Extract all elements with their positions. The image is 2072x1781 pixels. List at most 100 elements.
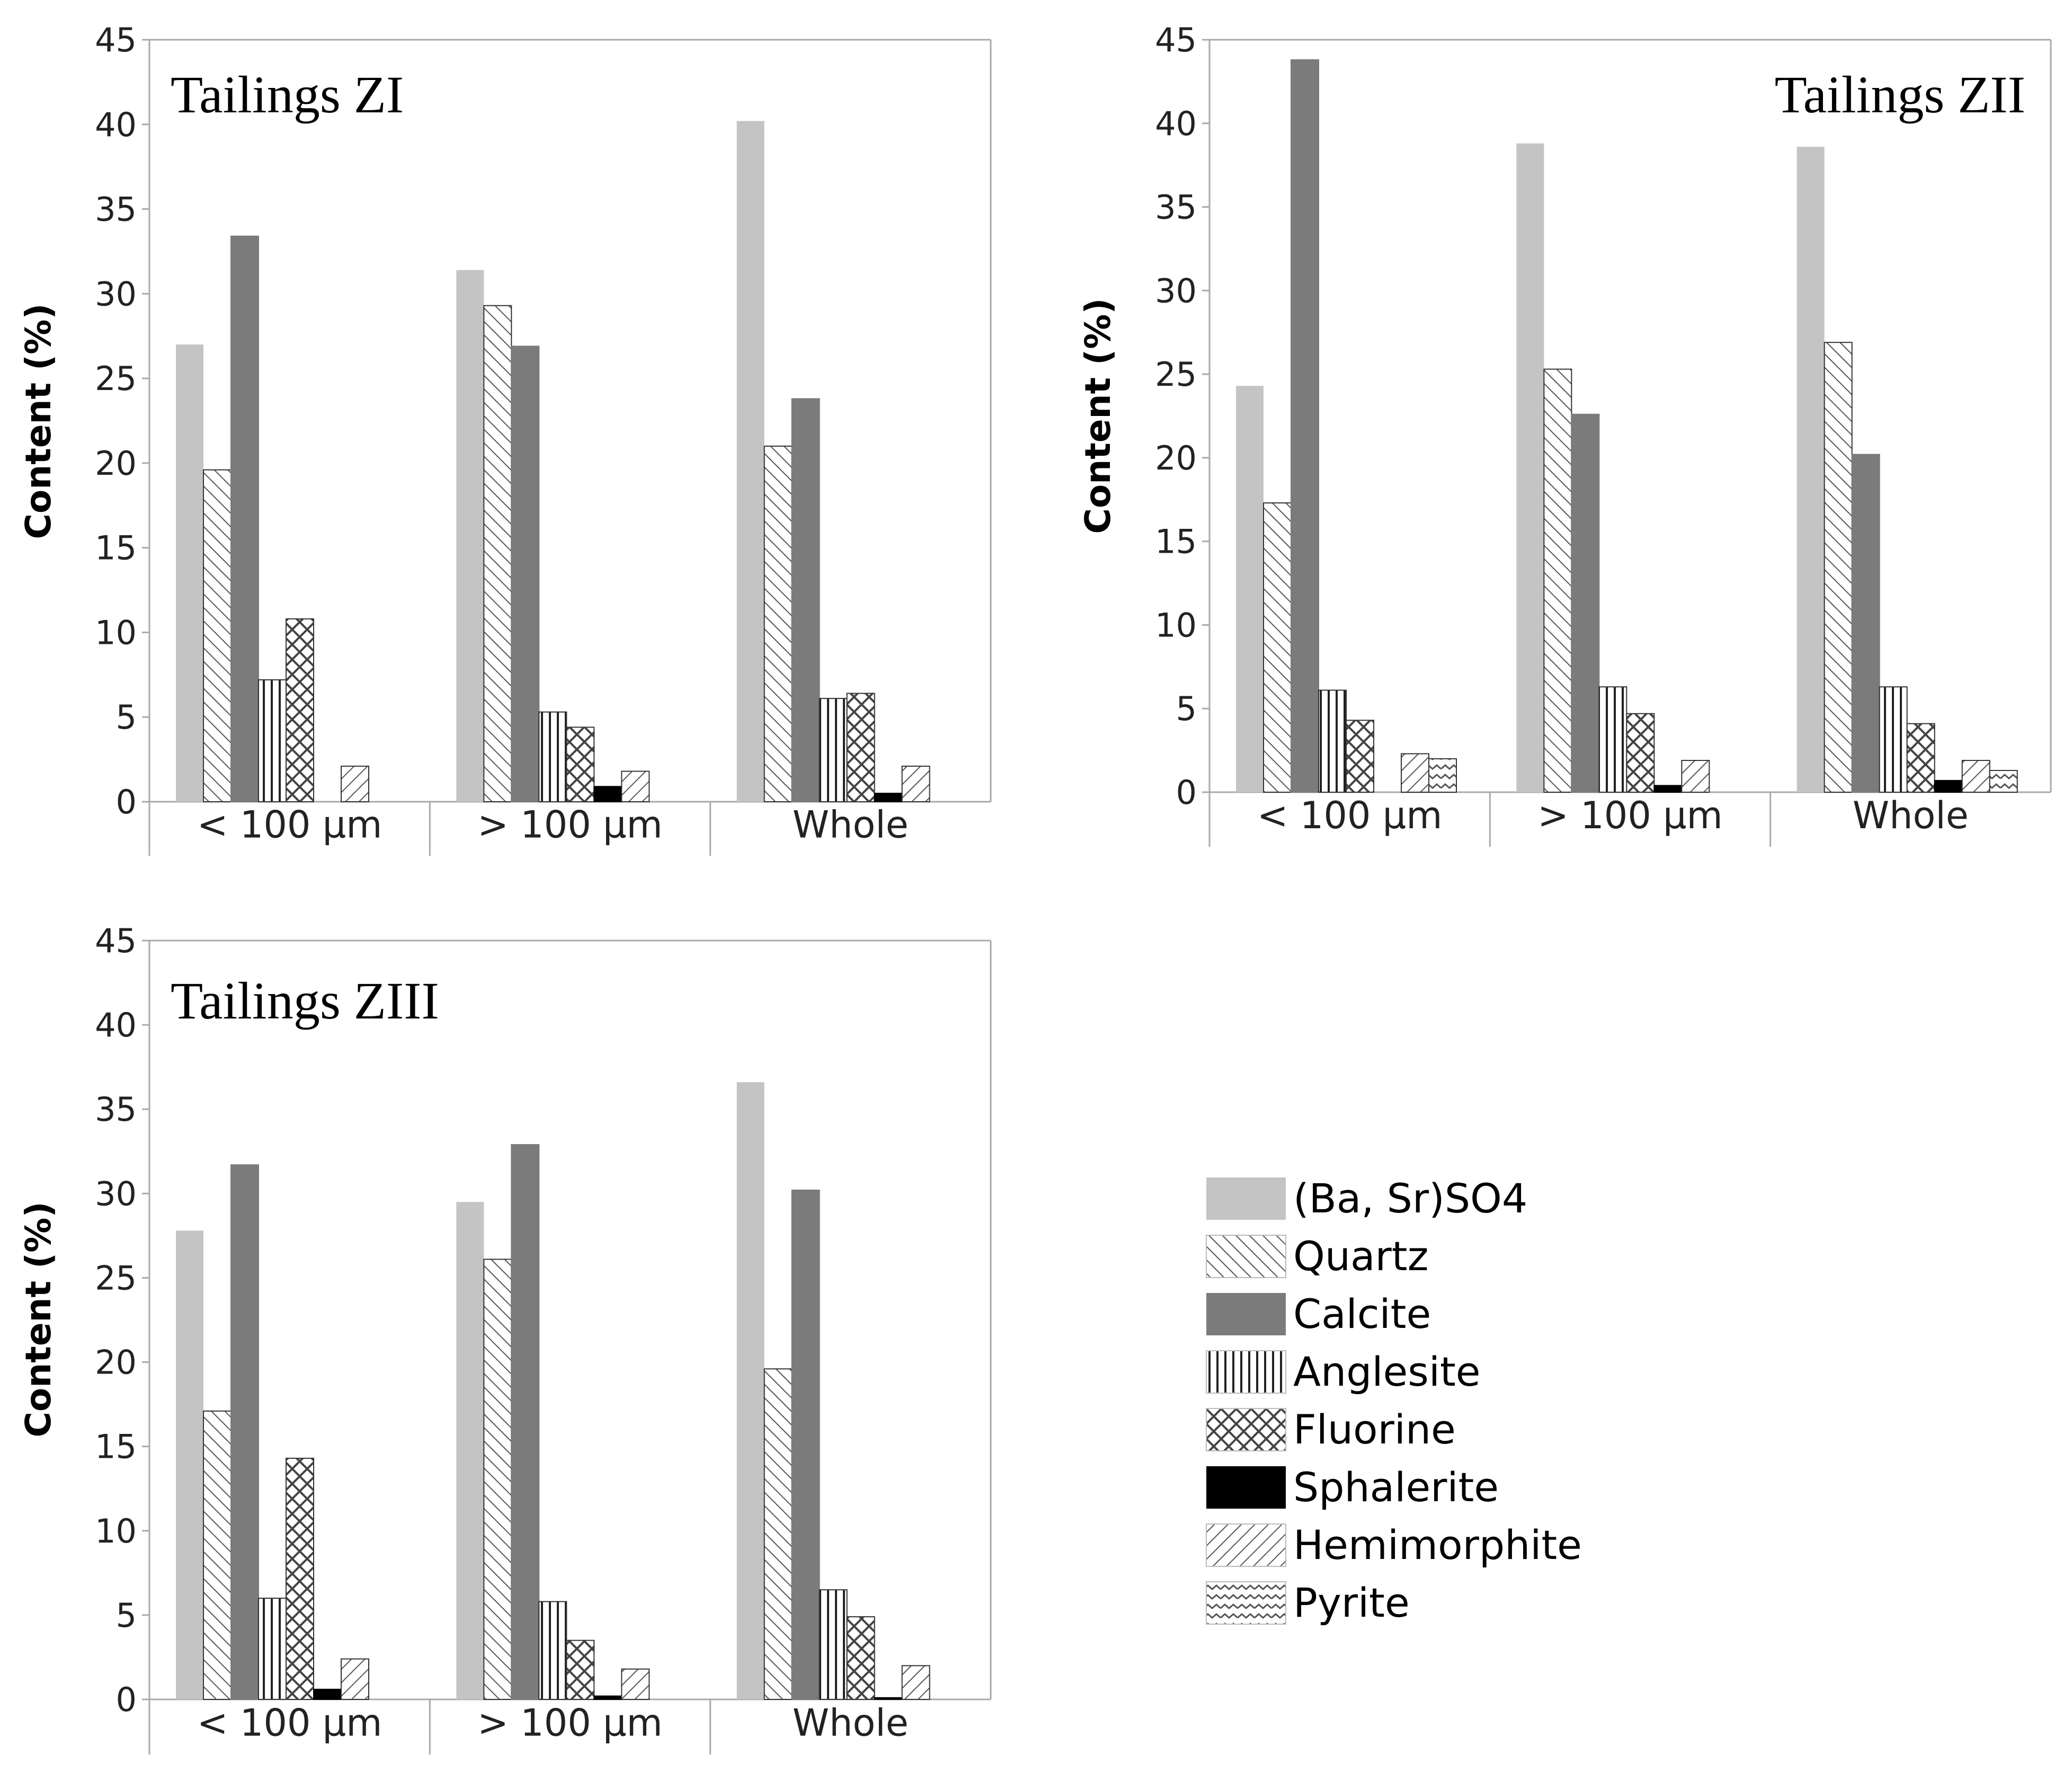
chart-title: Tailings ZII [1775, 65, 2025, 124]
y-tick-label: 30 [95, 274, 137, 313]
x-category-label: Whole [793, 1702, 909, 1745]
bar-fluorine-100-m [566, 726, 595, 802]
legend-swatch [1206, 1293, 1286, 1335]
bar-calcite-100-m [230, 1164, 259, 1700]
bar-hemimorphite-whole [901, 765, 930, 802]
legend-swatch [1206, 1350, 1286, 1394]
chart-title: Tailings ZIII [171, 971, 439, 1030]
bar-sphalerite-whole [874, 793, 903, 802]
y-tick-label: 15 [95, 529, 137, 568]
bar-fluorine-100-m [1626, 713, 1655, 793]
x-category-label: < 100 μm [197, 1702, 383, 1745]
bar-calcite-whole [1851, 454, 1880, 793]
legend-label: Sphalerite [1293, 1464, 1499, 1511]
bar-fluorine-100-m [286, 1457, 314, 1700]
y-tick-label: 15 [95, 1428, 137, 1466]
legend-label: Anglesite [1293, 1348, 1481, 1395]
legend-label: Pyrite [1293, 1579, 1410, 1626]
y-tick-label: 45 [1155, 21, 1197, 59]
x-category-label: Whole [793, 803, 909, 846]
bar-fluorine-100-m [286, 618, 314, 802]
y-tick-label: 20 [95, 1343, 137, 1382]
bar-sphalerite-100-m [313, 1688, 342, 1700]
x-category-label: Whole [1853, 794, 1969, 837]
bar-calcite-100-m [1291, 59, 1319, 793]
bar-fluorine-whole [1906, 723, 1935, 793]
legend-item-quartz: Quartz [1206, 1233, 1429, 1280]
y-tick-label: 30 [95, 1174, 137, 1213]
bar-quartz-100-m [483, 305, 512, 802]
bar-anglesite-100-m [258, 679, 287, 803]
bar-hemimorphite-100-m [341, 1658, 369, 1700]
bar-pyrite-100-m [1428, 758, 1457, 793]
legend-item-calcite: Calcite [1206, 1290, 1431, 1337]
y-tick-label: 5 [116, 1596, 137, 1635]
legend-swatch [1206, 1466, 1286, 1509]
bar-pyrite-whole [1989, 769, 2018, 793]
bar-calcite-100-m [1571, 413, 1600, 793]
y-tick-label: 25 [95, 359, 137, 398]
x-category-label: > 100 μm [1537, 794, 1723, 837]
legend-swatch [1206, 1408, 1286, 1451]
bar-anglesite-100-m [538, 711, 567, 802]
legend-item-fluorine: Fluorine [1206, 1406, 1456, 1453]
y-tick-label: 45 [95, 21, 137, 59]
bar-hemimorphite-whole [901, 1665, 930, 1700]
bar-ba-sr-so4-whole [736, 1082, 764, 1699]
y-tick-label: 35 [95, 1090, 137, 1129]
bar-anglesite-100-m [1318, 689, 1347, 793]
bar-fluorine-100-m [1346, 720, 1374, 793]
bar-quartz-100-m [1263, 502, 1292, 793]
legend-swatch [1206, 1523, 1286, 1567]
legend-swatch [1206, 1235, 1286, 1278]
legend-swatch [1206, 1581, 1286, 1625]
y-tick-label: 15 [1155, 522, 1197, 561]
y-tick-label: 25 [1155, 355, 1197, 394]
y-tick-label: 20 [1155, 439, 1197, 477]
y-tick-label: 30 [1155, 271, 1197, 310]
x-category-label: > 100 μm [477, 803, 663, 846]
x-category-label: < 100 μm [197, 803, 383, 846]
y-tick-label: 40 [1155, 104, 1197, 143]
bar-fluorine-100-m [566, 1640, 595, 1700]
legend-item-ba-sr-so4: (Ba, Sr)SO4 [1206, 1175, 1527, 1222]
y-tick-label: 45 [95, 921, 137, 960]
legend-swatch [1206, 1177, 1286, 1220]
chart-panel-zii: Tailings ZII Content (%) 0 5 10 15 20 25 30 35 4… [1078, 21, 2052, 847]
bar-hemimorphite-100-m [621, 770, 650, 802]
y-tick-label: 35 [1155, 188, 1197, 227]
bar-sphalerite-whole [1934, 779, 1963, 793]
bar-sphalerite-whole [874, 1697, 903, 1700]
bar-quartz-100-m [203, 1410, 232, 1700]
bar-calcite-100-m [511, 345, 540, 802]
x-category-label: > 100 μm [477, 1702, 663, 1745]
bar-ba-sr-so4-whole [1797, 146, 1825, 792]
plot-area: 0 5 10 15 20 25 30 35 40 45 < 100 μm > 100 μm Whole [95, 921, 992, 1755]
bar-hemimorphite-100-m [341, 765, 369, 802]
bar-calcite-whole [791, 1189, 820, 1700]
y-tick-label: 25 [95, 1259, 137, 1297]
bar-ba-sr-so4-100-m [176, 1230, 203, 1699]
y-tick-label: 35 [95, 190, 137, 229]
bar-ba-sr-so4-100-m [456, 270, 484, 802]
bar-sphalerite-100-m [593, 786, 623, 802]
bar-anglesite-whole [819, 1589, 848, 1700]
bar-calcite-100-m [230, 235, 259, 802]
y-tick-label: 40 [95, 105, 137, 144]
bar-quartz-100-m [483, 1259, 512, 1700]
bar-hemimorphite-100-m [1401, 753, 1429, 793]
legend-item-anglesite: Anglesite [1206, 1348, 1481, 1395]
plot-area: 0 5 10 15 20 25 30 35 40 45 < 100 μm > 100 μm Whole [95, 21, 992, 856]
legend: (Ba, Sr)SO4 Quartz Calcite Anglesite Fluorin… [1206, 1175, 1582, 1626]
y-tick-label: 10 [95, 613, 137, 652]
chart-panel-ziii: Tailings ZIII Content (%) 0 5 10 15 20 25 30 35… [18, 921, 992, 1755]
y-tick-label: 5 [1176, 689, 1197, 728]
bar-sphalerite-100-m [593, 1695, 623, 1700]
y-axis-title: Content (%) [18, 303, 59, 539]
bar-ba-sr-so4-100-m [176, 344, 203, 802]
bar-quartz-whole [1824, 342, 1853, 793]
y-tick-label: 0 [116, 1680, 137, 1719]
legend-label: Quartz [1293, 1233, 1429, 1280]
bar-quartz-whole [763, 1368, 793, 1700]
bar-ba-sr-so4-100-m [1516, 143, 1544, 793]
